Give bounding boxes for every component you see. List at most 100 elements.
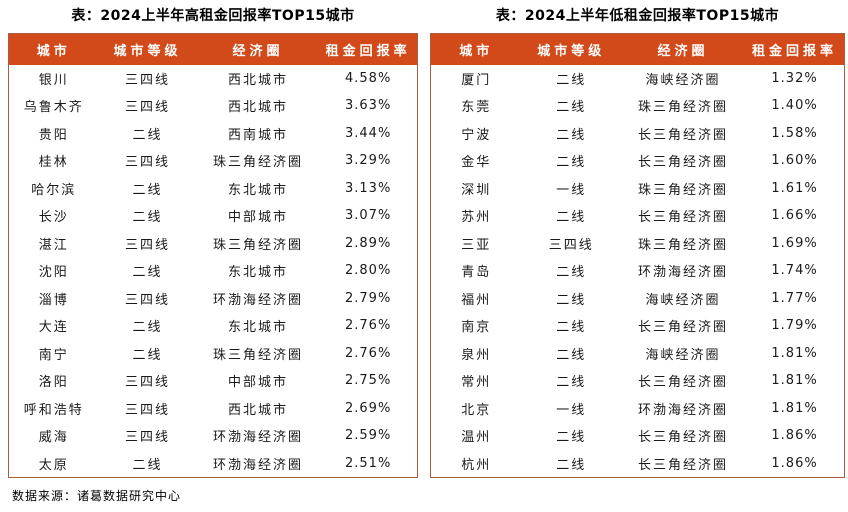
table-cell: 2.75% xyxy=(345,373,392,389)
table-cell: 二线 xyxy=(556,347,587,363)
table-cell: 常州 xyxy=(461,375,492,391)
table-row: 苏州 二线 长三角经济圈 1.66% xyxy=(431,202,845,230)
table-row: 贵阳 二线 西南城市 3.44% xyxy=(9,120,418,148)
table-cell: 环渤海经济圈 xyxy=(638,402,729,418)
table-header: 城市 城市等级 经济圈 租金回报率 xyxy=(430,33,845,65)
table-row: 威海 三四线 环渤海经济圈 2.59% xyxy=(9,422,418,450)
table-cell: 1.74% xyxy=(771,263,818,279)
table-cell: 长三角经济圈 xyxy=(638,375,729,391)
table-cell: 东北城市 xyxy=(227,320,288,336)
column-header: 城市等级 xyxy=(98,33,197,65)
table-cell: 1.40% xyxy=(771,98,818,114)
table-cell: 二线 xyxy=(556,72,587,88)
column-header: 城市等级 xyxy=(521,33,621,65)
table-cell: 中部城市 xyxy=(227,375,288,391)
table-cell: 3.29% xyxy=(345,153,392,169)
table-row: 温州 二线 长三角经济圈 1.86% xyxy=(431,422,845,450)
table-cell: 淄博 xyxy=(38,292,69,308)
table-cell: 1.86% xyxy=(771,455,818,471)
table-cell: 1.32% xyxy=(771,70,818,86)
table-cell: 厦门 xyxy=(461,72,492,88)
column-header: 城市 xyxy=(8,33,99,65)
table-cell: 环渤海经济圈 xyxy=(212,457,303,473)
table-row: 泉州 二线 海峡经济圈 1.81% xyxy=(431,340,845,368)
table-cell: 环渤海经济圈 xyxy=(212,430,303,446)
table-cell: 珠三角经济圈 xyxy=(638,237,729,253)
table-cell: 苏州 xyxy=(461,210,492,226)
table-cell: 南宁 xyxy=(38,347,69,363)
low-return-table: 城市 城市等级 经济圈 租金回报率 厦门 二线 海峡经济圈 1.32% 东莞 二线 珠三角经济圈 1… xyxy=(430,33,845,478)
table-row: 杭州 二线 长三角经济圈 1.86% xyxy=(431,450,845,478)
table-cell: 3.07% xyxy=(345,208,392,224)
table-cell: 贵阳 xyxy=(38,127,69,143)
table-cell: 东北城市 xyxy=(227,182,288,198)
table-row: 东莞 二线 珠三角经济圈 1.40% xyxy=(431,92,845,120)
table-cell: 二线 xyxy=(556,265,587,281)
table-row: 三亚 三四线 珠三角经济圈 1.69% xyxy=(431,230,845,258)
table-cell: 1.69% xyxy=(771,235,818,251)
table-cell: 二线 xyxy=(556,320,587,336)
low-return-table-block: 表：2024上半年低租金回报率TOP15城市 城市 城市等级 经济圈 租金回报率 厦门… xyxy=(430,6,845,478)
column-header: 经济圈 xyxy=(620,33,746,65)
table-cell: 海峡经济圈 xyxy=(645,72,721,88)
table-row: 洛阳 三四线 中部城市 2.75% xyxy=(9,367,418,395)
table-cell: 环渤海经济圈 xyxy=(212,292,303,308)
table-cell: 三四线 xyxy=(125,375,171,391)
table-cell: 二线 xyxy=(556,100,587,116)
table-cell: 3.44% xyxy=(345,125,392,141)
table-cell: 二线 xyxy=(132,127,163,143)
table-row: 深圳 一线 珠三角经济圈 1.61% xyxy=(431,175,845,203)
table-cell: 太原 xyxy=(38,457,69,473)
table-cell: 1.77% xyxy=(771,290,818,306)
table-cell: 1.66% xyxy=(771,208,818,224)
table-cell: 2.80% xyxy=(345,263,392,279)
table-cell: 长三角经济圈 xyxy=(638,430,729,446)
table-cell: 三四线 xyxy=(548,237,594,253)
table-cell: 二线 xyxy=(132,182,163,198)
high-return-table-title: 表：2024上半年高租金回报率TOP15城市 xyxy=(71,8,355,24)
table-cell: 三四线 xyxy=(125,237,171,253)
table-cell: 2.76% xyxy=(345,318,392,334)
table-cell: 3.63% xyxy=(345,98,392,114)
table-cell: 银川 xyxy=(38,72,69,88)
table-row: 桂林 三四线 珠三角经济圈 3.29% xyxy=(9,147,418,175)
table-cell: 3.13% xyxy=(345,180,392,196)
table-cell: 2.69% xyxy=(345,400,392,416)
column-header: 城市 xyxy=(430,33,522,65)
table-cell: 北京 xyxy=(461,402,492,418)
table-cell: 福州 xyxy=(461,292,492,308)
table-cell: 二线 xyxy=(556,127,587,143)
table-cell: 长三角经济圈 xyxy=(638,127,729,143)
table-cell: 2.79% xyxy=(345,290,392,306)
table-cell: 1.79% xyxy=(771,318,818,334)
table-cell: 金华 xyxy=(461,155,492,171)
table-cell: 2.76% xyxy=(345,345,392,361)
table-cell: 珠三角经济圈 xyxy=(212,347,303,363)
table-cell: 西北城市 xyxy=(227,402,288,418)
table-row: 金华 二线 长三角经济圈 1.60% xyxy=(431,147,845,175)
table-cell: 珠三角经济圈 xyxy=(212,237,303,253)
table-cell: 桂林 xyxy=(38,155,69,171)
table-row: 厦门 二线 海峡经济圈 1.32% xyxy=(431,65,845,93)
table-row: 淄博 三四线 环渤海经济圈 2.79% xyxy=(9,285,418,313)
table-cell: 杭州 xyxy=(461,457,492,473)
table-row: 呼和浩特 三四线 西北城市 2.69% xyxy=(9,395,418,423)
table-row: 沈阳 二线 东北城市 2.80% xyxy=(9,257,418,285)
table-cell: 2.51% xyxy=(345,455,392,471)
table-row: 南宁 二线 珠三角经济圈 2.76% xyxy=(9,340,418,368)
table-cell: 三四线 xyxy=(125,402,171,418)
table-cell: 二线 xyxy=(132,265,163,281)
table-row: 北京 一线 环渤海经济圈 1.81% xyxy=(431,395,845,423)
table-row: 长沙 二线 中部城市 3.07% xyxy=(9,202,418,230)
table-cell: 二线 xyxy=(556,430,587,446)
table-cell: 中部城市 xyxy=(227,210,288,226)
table-cell: 二线 xyxy=(556,292,587,308)
table-cell: 长三角经济圈 xyxy=(638,210,729,226)
table-cell: 2.89% xyxy=(345,235,392,251)
table-cell: 泉州 xyxy=(461,347,492,363)
table-cell: 二线 xyxy=(556,210,587,226)
table-cell: 二线 xyxy=(132,347,163,363)
table-row: 青岛 二线 环渤海经济圈 1.74% xyxy=(431,257,845,285)
table-cell: 长三角经济圈 xyxy=(638,155,729,171)
table-cell: 乌鲁木齐 xyxy=(23,100,84,116)
